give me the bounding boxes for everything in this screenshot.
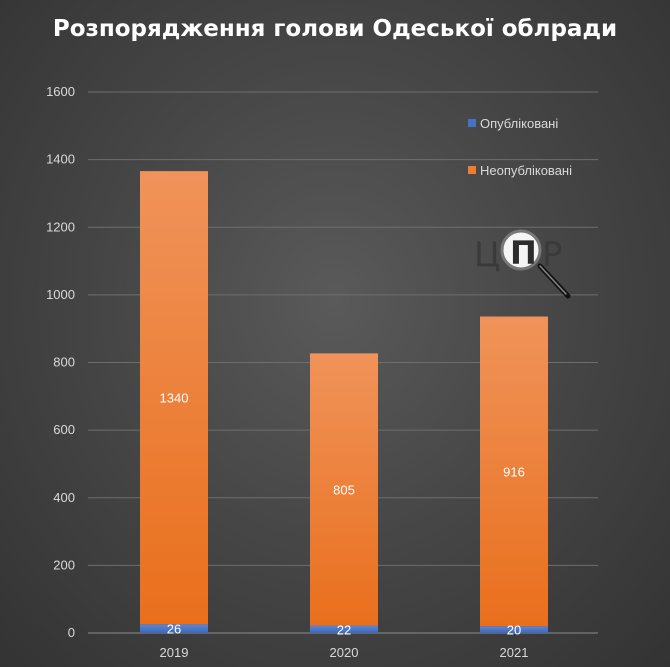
y-tick-label: 1000 [46,287,75,302]
bar-published-2019 [140,624,208,633]
data-label-published-2020: 22 [337,622,351,637]
x-tick-label: 2021 [500,645,529,660]
bars [140,171,548,633]
bar-unpublished-2021 [480,316,548,627]
watermark-letter-3: Р [542,235,563,275]
data-label-unpublished-2021: 916 [503,464,525,479]
y-tick-label: 1200 [46,219,75,234]
y-tick-label: 400 [53,490,75,505]
legend-swatch-unpublished [468,166,476,174]
y-tick-label: 800 [53,355,75,370]
data-labels: 26 1340 22 805 20 916 [160,391,525,638]
data-label-published-2019: 26 [167,622,181,637]
y-tick-label: 600 [53,422,75,437]
watermark-letter-2: П [510,234,537,272]
legend-swatch-published [468,119,476,127]
y-axis-ticks: 0 200 400 600 800 1000 1200 1400 1600 [46,84,75,640]
magnifier-icon: Ц П Р [474,229,571,299]
bar-unpublished-2019 [140,171,208,625]
bar-published-2021 [480,626,548,633]
y-tick-label: 1400 [46,152,75,167]
legend-label-unpublished: Неопубліковані [480,163,572,178]
x-tick-label: 2019 [160,645,189,660]
bar-published-2020 [310,625,378,633]
data-label-unpublished-2020: 805 [333,482,355,497]
magnifier-lens [500,229,542,271]
x-tick-label: 2020 [330,645,359,660]
watermark-letter-1: Ц [474,235,500,275]
y-tick-label: 200 [53,557,75,572]
y-tick-label: 1600 [46,84,75,99]
legend-label-published: Опубліковані [480,116,558,131]
bar-unpublished-2020 [310,353,378,626]
y-tick-label: 0 [68,625,75,640]
data-label-published-2021: 20 [507,623,521,638]
chart-title: Розпорядження голови Одеської облради [53,16,617,42]
legend: Опубліковані Неопубліковані [468,116,572,178]
x-axis-ticks: 2019 2020 2021 [160,645,529,660]
data-label-unpublished-2019: 1340 [160,391,189,406]
